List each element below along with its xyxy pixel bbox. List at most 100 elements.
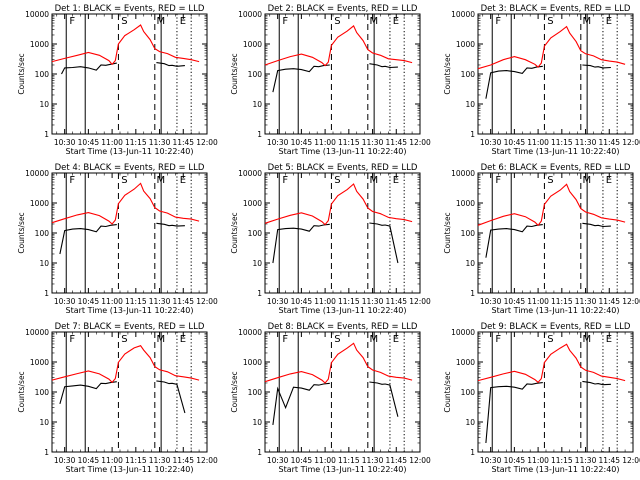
series-events-line xyxy=(485,380,611,444)
y-tick-label: 10000 xyxy=(25,169,49,178)
plot-frame xyxy=(51,13,208,135)
y-tick-label: 100 xyxy=(461,229,476,238)
y-tick-label: 10 xyxy=(465,259,475,268)
x-axis-label: Start Time (13-Jun-11 10:22:40) xyxy=(279,147,407,156)
panel-det-3: Det 3: BLACK = Events, RED = LLD 1 10 100 10… xyxy=(443,4,640,156)
time-marker-label: E xyxy=(180,334,186,345)
x-tick-label: 10:30 xyxy=(267,297,289,306)
y-tick-label: 1 xyxy=(44,448,49,457)
time-marker-label: E xyxy=(606,16,612,27)
series-events-line xyxy=(485,64,611,99)
x-tick-label: 12:00 xyxy=(196,297,218,306)
y-tick-label: 1 xyxy=(470,448,475,457)
y-tick-label: 10 xyxy=(39,259,49,268)
y-axis-label: Counts/sec xyxy=(17,371,26,412)
x-axis-label: Start Time (13-Jun-11 10:22:40) xyxy=(492,306,620,315)
series-lld-line xyxy=(51,345,200,384)
panel-title: Det 9: BLACK = Events, RED = LLD xyxy=(481,322,631,332)
y-axis-label: Counts/sec xyxy=(230,53,239,94)
panel-title: Det 5: BLACK = Events, RED = LLD xyxy=(268,163,418,173)
y-axis-label: Counts/sec xyxy=(443,53,452,94)
y-axis-label: Counts/sec xyxy=(443,371,452,412)
y-tick-label: 1 xyxy=(44,289,49,298)
plot-frame xyxy=(51,331,208,453)
time-marker-label: F xyxy=(495,16,501,27)
time-marker-label: S xyxy=(121,16,127,27)
x-axis-label: Start Time (13-Jun-11 10:22:40) xyxy=(66,306,194,315)
x-tick-label: 10:45 xyxy=(78,138,100,147)
x-tick-label: 11:45 xyxy=(385,297,407,306)
x-axis-label: Start Time (13-Jun-11 10:22:40) xyxy=(279,306,407,315)
y-tick-label: 100 xyxy=(248,229,263,238)
plot-frame xyxy=(264,331,421,453)
x-tick-label: 11:00 xyxy=(527,138,549,147)
x-tick-label: 11:30 xyxy=(149,138,171,147)
x-tick-label: 11:00 xyxy=(101,456,123,465)
y-tick-label: 1000 xyxy=(30,358,49,367)
series-events-line xyxy=(59,380,186,414)
y-tick-label: 10000 xyxy=(25,328,49,337)
x-tick-label: 10:45 xyxy=(78,297,100,306)
plot-frame xyxy=(477,331,634,453)
x-tick-label: 11:15 xyxy=(338,297,360,306)
x-tick-label: 11:30 xyxy=(362,456,384,465)
y-tick-label: 1000 xyxy=(456,199,475,208)
series-lld-line xyxy=(51,24,200,66)
x-tick-label: 11:45 xyxy=(598,138,620,147)
x-tick-label: 12:00 xyxy=(196,138,218,147)
y-tick-label: 1 xyxy=(44,130,49,139)
y-tick-label: 1000 xyxy=(456,40,475,49)
plot-frame xyxy=(264,172,421,294)
series-lld-line xyxy=(477,25,626,70)
time-marker-label: F xyxy=(282,16,288,27)
x-tick-label: 10:45 xyxy=(291,297,313,306)
plot-frame xyxy=(477,13,634,135)
y-tick-label: 100 xyxy=(461,388,476,397)
time-marker-label: E xyxy=(393,334,399,345)
x-tick-label: 11:00 xyxy=(314,297,336,306)
time-marker-label: S xyxy=(547,334,553,345)
x-tick-label: 11:45 xyxy=(385,456,407,465)
x-tick-label: 11:15 xyxy=(125,297,147,306)
time-marker-label: F xyxy=(495,175,501,186)
x-tick-label: 11:15 xyxy=(551,138,573,147)
time-marker-label: F xyxy=(495,334,501,345)
time-marker-label: E xyxy=(180,16,186,27)
time-marker-label: S xyxy=(121,175,127,186)
x-tick-label: 10:30 xyxy=(480,138,502,147)
y-tick-label: 1 xyxy=(257,130,262,139)
x-tick-label: 11:30 xyxy=(575,297,597,306)
series-lld-line xyxy=(264,183,413,226)
series-events-line xyxy=(272,381,399,425)
y-tick-label: 100 xyxy=(248,70,263,79)
x-tick-label: 11:15 xyxy=(551,456,573,465)
series-lld-line xyxy=(264,25,413,67)
x-tick-label: 11:15 xyxy=(125,456,147,465)
y-tick-label: 100 xyxy=(35,229,50,238)
x-tick-label: 12:00 xyxy=(409,456,431,465)
panel-det-2: Det 2: BLACK = Events, RED = LLD 1 10 100 10… xyxy=(230,4,431,156)
panel-det-8: Det 8: BLACK = Events, RED = LLD 1 10 100 10… xyxy=(230,322,431,474)
y-tick-label: 1000 xyxy=(243,40,262,49)
time-marker-label: E xyxy=(606,334,612,345)
series-events-line xyxy=(272,222,399,264)
time-marker-label: S xyxy=(121,334,127,345)
x-axis-label: Start Time (13-Jun-11 10:22:40) xyxy=(492,465,620,474)
time-marker-label: E xyxy=(393,175,399,186)
x-tick-label: 10:30 xyxy=(54,456,76,465)
panel-title: Det 8: BLACK = Events, RED = LLD xyxy=(268,322,418,332)
x-tick-label: 10:30 xyxy=(54,297,76,306)
x-tick-label: 11:45 xyxy=(385,138,407,147)
y-axis-label: Counts/sec xyxy=(230,212,239,253)
series-events-line xyxy=(272,63,398,93)
x-tick-label: 10:45 xyxy=(504,138,526,147)
x-axis-label: Start Time (13-Jun-11 10:22:40) xyxy=(66,147,194,156)
x-tick-label: 11:30 xyxy=(149,297,171,306)
y-tick-label: 10 xyxy=(252,259,262,268)
time-marker-label: S xyxy=(547,16,553,27)
y-tick-label: 10 xyxy=(39,418,49,427)
x-tick-label: 11:30 xyxy=(149,456,171,465)
series-lld-line xyxy=(477,183,626,227)
x-tick-label: 11:00 xyxy=(527,456,549,465)
y-tick-label: 1 xyxy=(470,130,475,139)
